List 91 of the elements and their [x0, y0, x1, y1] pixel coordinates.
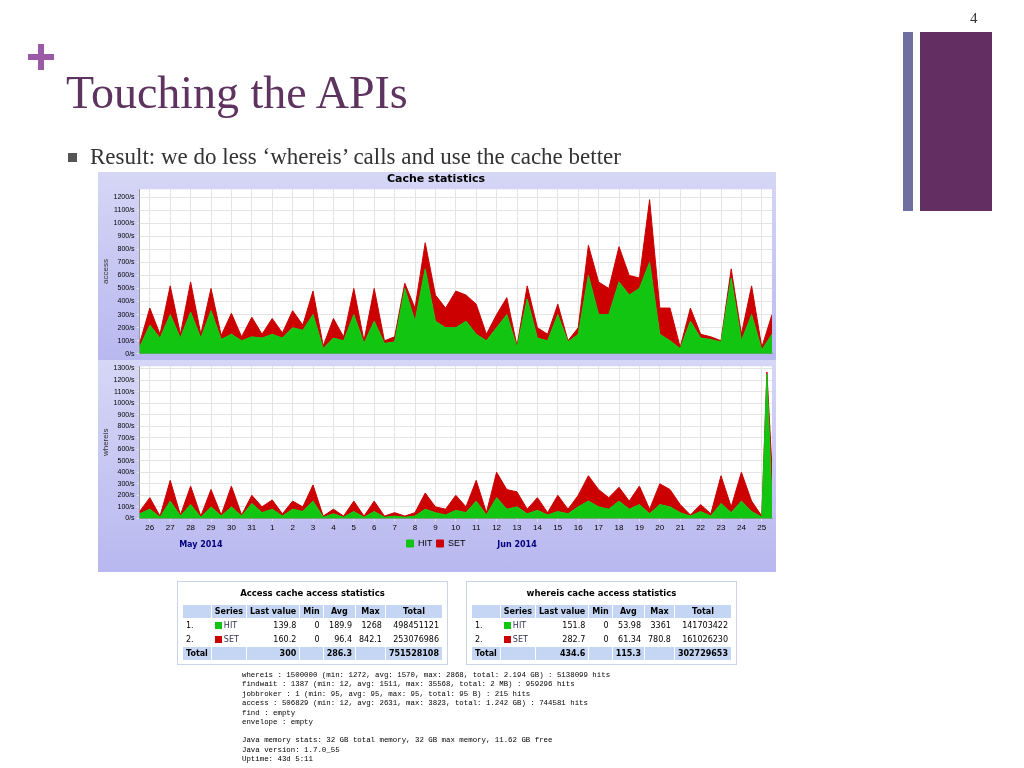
text: 282.7	[561, 634, 587, 646]
text: 1.	[185, 620, 195, 632]
text: 253076986	[392, 634, 440, 646]
x-tick-label: 14	[532, 523, 543, 533]
text: Max	[644, 605, 674, 618]
legend-label: SET	[448, 537, 466, 548]
x-tick-label: 15	[553, 523, 563, 533]
text: Total	[472, 647, 500, 660]
x-tick-label: 13	[512, 523, 522, 533]
x-tick-label: 7	[392, 523, 398, 533]
legend-label: HIT	[418, 537, 433, 548]
text: 0	[602, 620, 610, 632]
x-tick-label: 30	[226, 523, 237, 533]
text: Avg	[612, 605, 644, 618]
x-tick-label: 8	[412, 523, 418, 533]
text: 0	[602, 634, 610, 646]
text: 141703422	[681, 620, 729, 632]
x-tick-label: 29	[206, 523, 217, 533]
y-axis-title: access	[101, 259, 110, 284]
text: Total	[183, 647, 211, 660]
text: May 2014	[179, 540, 223, 550]
text: 1268	[360, 620, 383, 632]
text: Series	[500, 605, 535, 618]
x-tick-label: 9	[433, 523, 439, 533]
text: Avg	[323, 605, 355, 618]
text: 4	[970, 10, 978, 27]
text: 0	[313, 620, 321, 632]
text: 2.	[185, 634, 195, 646]
x-tick-label: 31	[247, 523, 257, 533]
text: SET	[512, 635, 528, 644]
x-tick-label: 27	[165, 523, 176, 533]
text: 434.6	[535, 647, 589, 660]
x-tick-label: 20	[655, 523, 665, 533]
x-tick-label: 4	[331, 523, 337, 533]
text: Jun 2014	[496, 540, 538, 550]
text: 286.3	[323, 647, 355, 660]
text: 160.2	[272, 634, 298, 646]
text: Touching the APIs	[66, 66, 408, 119]
x-tick-label: 3	[310, 523, 316, 533]
x-tick-label: 23	[716, 523, 726, 533]
x-tick-label: 25	[757, 523, 767, 533]
text: Total	[385, 605, 442, 618]
text: 780.8	[647, 634, 672, 646]
x-tick-label: 16	[573, 523, 584, 533]
text: whereis cache access statistics	[525, 588, 678, 598]
text: Min	[300, 605, 323, 618]
x-tick-label: 26	[145, 523, 155, 533]
x-tick-label: 19	[634, 523, 645, 533]
text: 302729653	[674, 647, 731, 660]
x-tick-label: 28	[186, 523, 196, 533]
text: 1.	[474, 620, 484, 632]
x-tick-label: 21	[675, 523, 686, 533]
text: Total	[674, 605, 731, 618]
x-tick-label: 1	[269, 523, 275, 533]
text: HIT	[223, 621, 238, 630]
x-tick-label: 17	[594, 523, 604, 533]
text: 0	[313, 634, 321, 646]
text: 3361	[649, 620, 672, 632]
text: 61.34	[617, 634, 642, 646]
text: Last value	[535, 605, 589, 618]
text: Max	[355, 605, 385, 618]
text: 139.8	[272, 620, 298, 632]
text: 300	[246, 647, 300, 660]
text: Series	[211, 605, 246, 618]
x-tick-label: 24	[736, 523, 747, 533]
x-tick-label: 22	[696, 523, 706, 533]
x-tick-label: 11	[472, 523, 481, 533]
x-tick-label: 2	[290, 523, 296, 533]
text: 53.98	[617, 620, 642, 632]
y-axis-title: whereis	[101, 428, 110, 458]
x-tick-label: 18	[614, 523, 624, 533]
text: 498451121	[392, 620, 440, 632]
x-tick-label: 12	[492, 523, 502, 533]
text: 161026230	[681, 634, 729, 646]
text: SET	[223, 635, 239, 644]
text: 151.8	[561, 620, 587, 632]
text: 189.9	[328, 620, 353, 632]
text: 2.	[474, 634, 484, 646]
chart-title: Cache statistics	[386, 172, 486, 186]
x-tick-label: 6	[371, 523, 377, 533]
text: Access cache access statistics	[239, 588, 386, 598]
text: 842.1	[358, 634, 383, 646]
text: 115.3	[612, 647, 644, 660]
x-tick-label: 10	[451, 523, 461, 533]
text: Result: we do less ‘whereis’ calls and use the cache better	[90, 144, 621, 170]
text: 751528108	[385, 647, 442, 660]
text: HIT	[512, 621, 527, 630]
text: Min	[589, 605, 612, 618]
text: 96.4	[333, 634, 353, 646]
text: Last value	[246, 605, 300, 618]
x-tick-label: 5	[351, 523, 357, 533]
